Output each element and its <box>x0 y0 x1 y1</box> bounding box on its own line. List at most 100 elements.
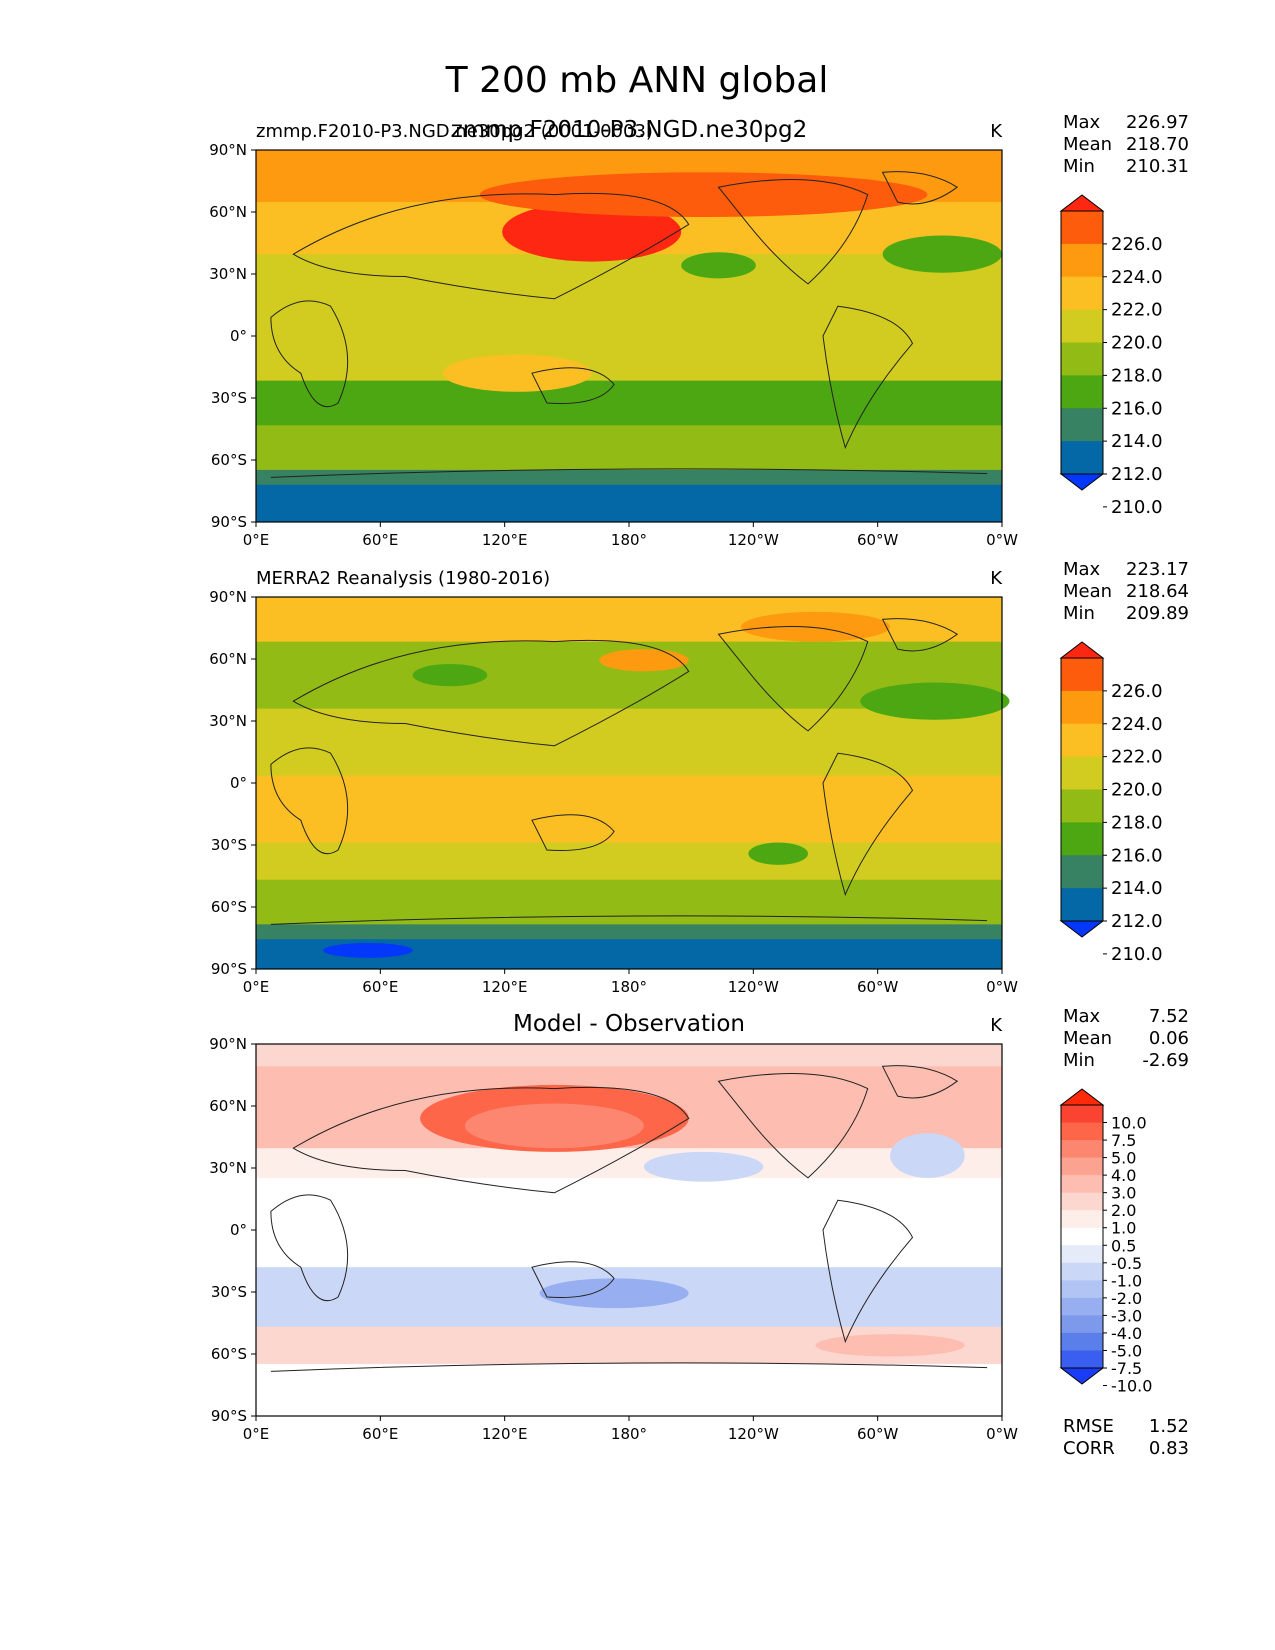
field-contour <box>412 663 488 687</box>
x-tick-label: 180° <box>611 978 647 996</box>
colorbar-label: 216.0 <box>1111 845 1163 866</box>
coastline <box>292 192 690 300</box>
y-tick-label: 90°S <box>211 960 247 978</box>
stat-value: 218.70 <box>1126 134 1189 155</box>
stat-label: Max <box>1063 559 1101 580</box>
colorbar: 226.0 224.0 222.0 220.0 218.0 216.0 214.0 212.0… <box>1059 194 1163 518</box>
colorbar-segment <box>1061 1332 1103 1351</box>
coastline <box>717 178 869 285</box>
y-tick-label: 60°S <box>211 1345 247 1363</box>
field-band <box>256 775 1002 844</box>
x-tick-label: 0°W <box>986 978 1018 996</box>
map-field <box>256 1044 1002 1417</box>
field-band <box>256 380 1002 426</box>
field-contour <box>740 611 891 642</box>
field-contour <box>681 252 756 279</box>
colorbar-segment <box>1061 375 1103 409</box>
colorbar-segment <box>1061 855 1103 889</box>
stat-label: Max <box>1063 112 1101 133</box>
colorbar-extend-max <box>1059 194 1105 212</box>
y-tick-label: 60°N <box>209 203 247 221</box>
panel-3: 0°E 60°E 120°E 180° 120°W 60°W 0°W 90°N 60°N 30°N… <box>209 1006 1189 1459</box>
panel-center-title: Model - Observation <box>513 1011 745 1037</box>
x-tick-label: 120°W <box>728 978 779 996</box>
x-tick-label: 180° <box>611 1425 647 1443</box>
field-contour <box>502 202 682 262</box>
colorbar-segment <box>1061 342 1103 376</box>
coastlines <box>270 171 988 478</box>
metric-label: RMSE <box>1063 1416 1114 1437</box>
field-contour <box>890 1133 965 1178</box>
colorbar-segment <box>1061 1175 1103 1194</box>
colorbar-label: 5.0 <box>1111 1149 1136 1168</box>
colorbar-segment <box>1061 658 1103 692</box>
x-tick-label: 0°W <box>986 531 1018 549</box>
x-tick-label: 120°E <box>482 531 528 549</box>
metric-label: CORR <box>1063 1438 1115 1459</box>
colorbar-segment <box>1061 1245 1103 1264</box>
coastline <box>270 915 988 925</box>
field-contour <box>599 649 689 672</box>
colorbar-extend-min <box>1059 920 1105 938</box>
x-tick-label: 0°E <box>243 1425 270 1443</box>
map-field <box>256 150 1002 523</box>
colorbar-label: 212.0 <box>1111 464 1163 485</box>
colorbar-segment <box>1061 789 1103 823</box>
stat-value: 7.52 <box>1149 1006 1189 1027</box>
coastline <box>531 367 615 405</box>
field-band <box>256 1148 1002 1179</box>
panel-units: K <box>990 121 1003 142</box>
x-tick-label: 60°E <box>362 531 398 549</box>
colorbar-extend-max <box>1059 641 1105 659</box>
coastline <box>822 752 914 897</box>
coastline <box>881 171 959 205</box>
colorbar-label: 214.0 <box>1111 431 1163 452</box>
colorbar-label: 0.5 <box>1111 1236 1136 1255</box>
coastline <box>881 1065 959 1099</box>
y-tick-label: 90°S <box>211 1407 247 1425</box>
y-tick-label: 30°N <box>209 265 247 283</box>
field-band <box>256 708 1002 777</box>
colorbar-label: 214.0 <box>1111 878 1163 899</box>
coastline <box>822 305 914 450</box>
x-tick-label: 120°W <box>728 1425 779 1443</box>
colorbar-segment <box>1061 243 1103 278</box>
panel-units: K <box>990 1015 1003 1036</box>
colorbar-label: 7.5 <box>1111 1131 1136 1150</box>
stat-value: 210.31 <box>1126 156 1189 177</box>
colorbar-frame <box>1060 1104 1104 1369</box>
field-contour <box>748 842 809 865</box>
panel-left-title: zmmp.F2010-P3.NGD.ne30pg2 (0001-0003) <box>256 121 653 142</box>
colorbar-segment <box>1061 1297 1103 1316</box>
field-contour <box>860 682 1010 720</box>
metric-value: 0.83 <box>1149 1438 1189 1459</box>
colorbar-segment <box>1061 1280 1103 1299</box>
map-field <box>256 597 1010 970</box>
y-tick-label: 30°S <box>211 389 247 407</box>
colorbar-label: -4.0 <box>1111 1324 1142 1343</box>
x-tick-label: 60°E <box>362 978 398 996</box>
y-tick-label: 30°N <box>209 1159 247 1177</box>
colorbar-label: 218.0 <box>1111 365 1163 386</box>
x-tick-label: 120°E <box>482 978 528 996</box>
field-band <box>256 425 1002 471</box>
stat-label: Min <box>1063 603 1095 624</box>
y-tick-label: 30°S <box>211 1283 247 1301</box>
colorbar-label: -2.0 <box>1111 1289 1142 1308</box>
panel-left-title: MERRA2 Reanalysis (1980-2016) <box>256 568 550 589</box>
colorbar-segment <box>1061 441 1103 475</box>
y-tick-label: 30°S <box>211 836 247 854</box>
colorbar: 226.0 224.0 222.0 220.0 218.0 216.0 214.0 212.0… <box>1059 641 1163 965</box>
field-band <box>256 924 1002 940</box>
colorbar-label: 210.0 <box>1111 497 1163 518</box>
field-band <box>256 842 1002 881</box>
coastline <box>822 1199 914 1344</box>
colorbar-label: 4.0 <box>1111 1166 1136 1185</box>
stat-value: 226.97 <box>1126 112 1189 133</box>
coastline <box>270 747 349 855</box>
x-tick-label: 0°W <box>986 1425 1018 1443</box>
x-tick-label: 60°W <box>857 978 899 996</box>
colorbar-label: 224.0 <box>1111 714 1163 735</box>
x-tick-label: 60°E <box>362 1425 398 1443</box>
